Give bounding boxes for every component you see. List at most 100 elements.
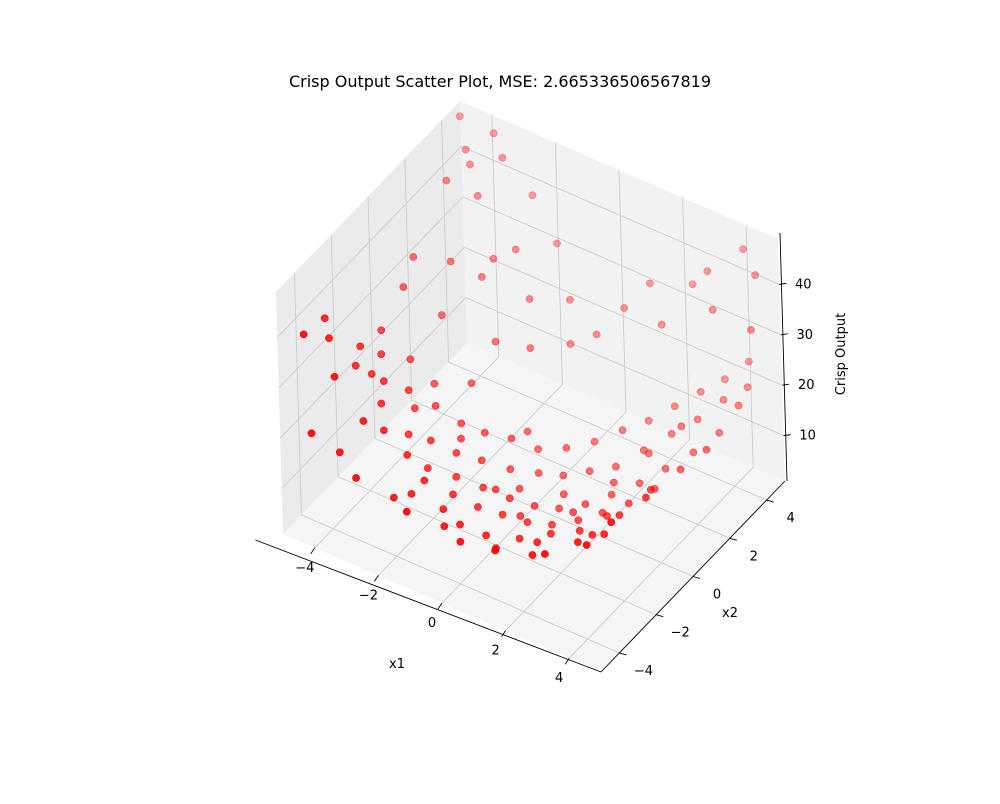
data-point: [379, 377, 388, 385]
data-point: [581, 500, 590, 508]
data-point: [442, 176, 451, 185]
data-point: [307, 429, 316, 438]
data-point: [452, 448, 461, 457]
z-tick-label: 10: [799, 429, 816, 444]
data-point: [719, 395, 728, 404]
data-point: [607, 490, 616, 499]
grid-line-y: [367, 196, 694, 577]
z-axis-label: Crisp Output: [834, 313, 849, 395]
data-point: [559, 471, 568, 480]
axis-panes: [276, 101, 785, 672]
data-point: [515, 534, 524, 543]
grid-line-x: [314, 114, 500, 549]
data-point: [574, 516, 583, 525]
data-point: [320, 314, 329, 323]
data-point: [489, 254, 498, 263]
x1-tick-label: 0: [428, 616, 436, 631]
data-point: [609, 478, 618, 487]
x1-tick-label: 4: [555, 671, 563, 686]
data-point: [491, 546, 500, 555]
data-point: [647, 485, 655, 494]
data-point: [585, 467, 594, 475]
data-point: [618, 426, 627, 435]
x1-axis-line: [255, 539, 602, 673]
data-point: [406, 355, 415, 364]
data-point: [566, 339, 575, 348]
data-point: [515, 484, 524, 493]
data-point: [677, 422, 686, 431]
grid-line-y: [441, 120, 767, 501]
data-point: [615, 511, 624, 519]
data-point: [566, 295, 574, 304]
data-point: [661, 464, 670, 473]
data-point: [423, 464, 432, 472]
grid-line-x: [505, 197, 691, 631]
data-point: [477, 456, 486, 465]
data-point: [446, 257, 455, 266]
data-point: [505, 494, 514, 503]
x2-tick-mark: [692, 576, 701, 579]
data-point: [588, 531, 597, 539]
data-point: [528, 191, 537, 200]
data-point: [715, 428, 724, 437]
x1-tick-label: −4: [295, 561, 314, 576]
data-point: [379, 426, 388, 435]
grid-line-x: [568, 225, 754, 659]
grid-line-z: [277, 145, 780, 338]
data-point: [528, 551, 537, 559]
z-tick-label: 40: [795, 277, 812, 292]
data-point: [696, 387, 705, 396]
data-point: [410, 404, 419, 413]
grid-line-x: [378, 142, 563, 576]
data-point: [635, 479, 644, 488]
data-point: [693, 415, 702, 424]
data-point: [607, 518, 616, 527]
data-point: [402, 507, 411, 516]
data-point: [644, 416, 653, 425]
data-point: [352, 474, 360, 482]
x1-tick-label: −2: [359, 588, 378, 603]
grid-line-x: [441, 169, 627, 604]
tick-labels: −4 −2 0 2 4 −4 −2 0 2 4 10 20 30 40: [295, 277, 816, 686]
data-point: [506, 465, 515, 474]
data-point: [516, 512, 525, 520]
data-point: [431, 401, 440, 410]
data-point: [491, 337, 500, 346]
z-tick-label: 20: [798, 378, 815, 393]
data-point: [477, 272, 486, 281]
data-point: [456, 520, 464, 529]
data-point: [452, 472, 461, 481]
data-point: [455, 112, 464, 121]
data-point: [480, 428, 489, 437]
data-point: [739, 245, 747, 254]
data-point: [299, 330, 308, 339]
data-point: [330, 372, 339, 381]
x1-tick-mark: [374, 575, 379, 582]
data-point: [498, 510, 507, 519]
data-point: [523, 518, 532, 527]
data-point: [511, 245, 520, 254]
z-tick-mark: [782, 383, 790, 386]
z-tick-mark: [783, 434, 791, 437]
data-point: [449, 490, 457, 499]
x2-tick-label: 2: [750, 549, 758, 564]
data-point: [404, 386, 413, 395]
data-point: [377, 350, 386, 359]
data-point: [582, 541, 591, 549]
data-point: [708, 305, 717, 314]
data-point: [491, 485, 500, 494]
data-point: [575, 526, 584, 535]
data-point: [356, 342, 365, 351]
data-point: [335, 448, 344, 457]
data-point: [547, 529, 555, 538]
x1-tick-label: 2: [491, 644, 499, 659]
data-point: [720, 375, 729, 384]
data-point: [526, 344, 535, 352]
x2-axis-label: x2: [722, 606, 738, 621]
x2-tick-label: −2: [671, 626, 690, 641]
data-point: [734, 401, 743, 410]
grid-line-z: [279, 246, 783, 439]
data-point: [467, 379, 476, 388]
data-point: [399, 283, 408, 291]
